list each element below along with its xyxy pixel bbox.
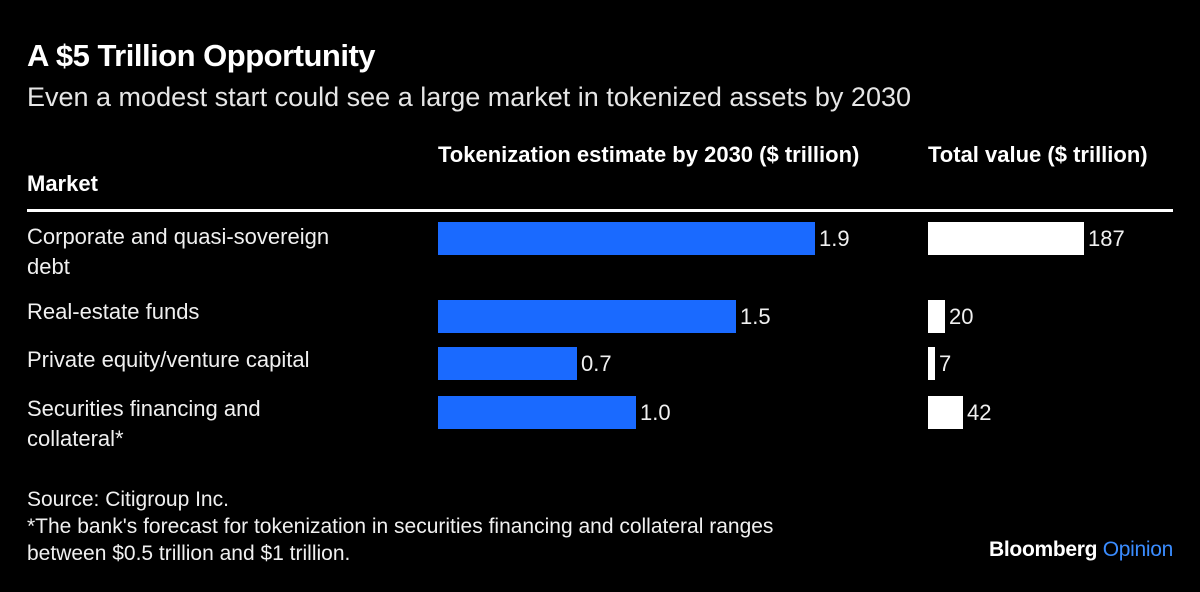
row-label: Real-estate funds [27,297,417,327]
chart-title: A $5 Trillion Opportunity [27,38,376,73]
total-value-label: 20 [949,304,974,329]
total-bar [928,347,935,380]
total-bar [928,222,1084,255]
header-tokenization: Tokenization estimate by 2030 ($ trillio… [438,142,860,167]
token-bar [438,347,577,380]
brand-main: Bloomberg [989,538,1098,561]
token-value-label: 0.7 [581,351,612,376]
row-label-line: Private equity/venture capital [27,347,310,372]
header-divider [27,209,1173,212]
footnote-line-2: between $0.5 trillion and $1 trillion. [27,542,351,565]
token-bar [438,300,736,333]
brand-sub: Opinion [1102,538,1174,561]
token-value-label: 1.0 [640,400,671,425]
total-value-label: 7 [939,351,952,376]
footnote-line-1: *The bank's forecast for tokenization in… [27,515,774,538]
token-value-label: 1.5 [740,304,771,329]
token-bar [438,222,815,255]
row-label: Corporate and quasi-sovereign debt [27,222,417,282]
row-label: Securities financing and collateral* [27,394,417,454]
bloomberg-opinion-logo: Bloomberg Opinion [989,538,1173,562]
header-total-value: Total value ($ trillion) [928,142,1148,167]
source-line: Source: Citigroup Inc. [27,488,229,511]
source-note: Source: Citigroup Inc. *The bank's forec… [27,486,947,567]
row-label-line: debt [27,254,70,279]
total-value-label: 42 [967,400,992,425]
row-label-line: collateral* [27,426,124,451]
total-bar [928,300,945,333]
total-bar [928,396,963,429]
row-label-line: Securities financing and [27,396,261,421]
row-label-line: Corporate and quasi-sovereign [27,224,330,249]
token-value-label: 1.9 [819,226,850,251]
header-market: Market [27,171,98,196]
token-bar [438,396,636,429]
chart-subtitle: Even a modest start could see a large ma… [27,82,911,112]
total-value-label: 187 [1088,226,1125,251]
row-label: Private equity/venture capital [27,345,417,375]
row-label-line: Real-estate funds [27,299,200,324]
